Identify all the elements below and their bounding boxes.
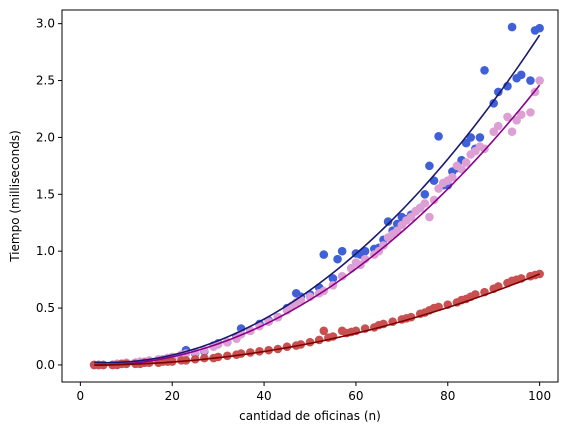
fit-line: [94, 34, 541, 364]
y-tick-label: 1.0: [36, 244, 55, 258]
data-point: [471, 290, 480, 299]
data-point: [360, 254, 370, 264]
data-point: [507, 127, 517, 137]
data-point: [535, 269, 544, 279]
data-point: [526, 76, 535, 85]
y-tick-label: 3.0: [36, 17, 55, 31]
data-point: [337, 246, 347, 256]
x-tick-label: 100: [528, 389, 551, 403]
data-point: [507, 22, 517, 32]
x-tick-label: 0: [77, 389, 85, 403]
y-tick-label: 0.5: [36, 301, 55, 315]
data-point: [360, 246, 370, 256]
x-tick-label: 80: [440, 389, 455, 403]
fit-line: [94, 84, 541, 367]
y-tick-label: 0.0: [36, 358, 55, 372]
data-point: [420, 189, 430, 199]
x-tick-label: 20: [165, 389, 180, 403]
data-point: [493, 121, 503, 131]
data-point: [516, 110, 526, 119]
data-point: [319, 250, 329, 259]
data-point: [448, 172, 457, 182]
data-point: [480, 65, 489, 75]
x-axis: 0 20 40 60 80 100: [77, 382, 551, 403]
data-point: [503, 112, 512, 122]
fit-line: [94, 273, 540, 366]
x-tick-label: 40: [256, 389, 271, 403]
data-point: [434, 131, 443, 141]
y-axis-label: Tiempo (milliseconds): [8, 130, 22, 263]
data-point: [333, 254, 342, 264]
data-point: [489, 98, 499, 108]
x-tick-label: 60: [348, 389, 363, 403]
data-point: [200, 353, 209, 363]
data-point: [282, 342, 292, 352]
data-point: [425, 161, 434, 171]
data-point: [526, 108, 535, 117]
data-point: [383, 217, 393, 226]
y-tick-label: 2.0: [36, 130, 55, 144]
data-point: [457, 164, 466, 174]
data-point: [319, 326, 329, 336]
data-point: [236, 349, 246, 358]
data-point: [466, 133, 476, 142]
data-point: [516, 70, 526, 80]
data-points: [89, 22, 544, 370]
data-point: [429, 195, 439, 205]
data-point: [475, 133, 485, 142]
data-point: [480, 144, 489, 154]
data-point: [535, 76, 544, 85]
y-tick-label: 2.5: [36, 74, 55, 88]
data-point: [328, 274, 338, 283]
plot-frame: [61, 9, 559, 383]
data-point: [379, 241, 388, 250]
x-axis-label: cantidad de oficinas (n): [239, 409, 381, 423]
data-point: [190, 354, 200, 364]
data-point: [420, 199, 430, 208]
y-axis: 0.0 0.5 1.0 1.5 2.0 2.5 3.0: [36, 17, 62, 372]
data-point: [337, 271, 347, 281]
data-point: [535, 23, 544, 33]
data-point: [461, 158, 471, 167]
fit-lines: [94, 34, 541, 367]
data-point: [493, 87, 503, 97]
y-tick-label: 1.5: [36, 187, 55, 201]
data-point: [255, 346, 264, 356]
data-point: [425, 212, 434, 222]
